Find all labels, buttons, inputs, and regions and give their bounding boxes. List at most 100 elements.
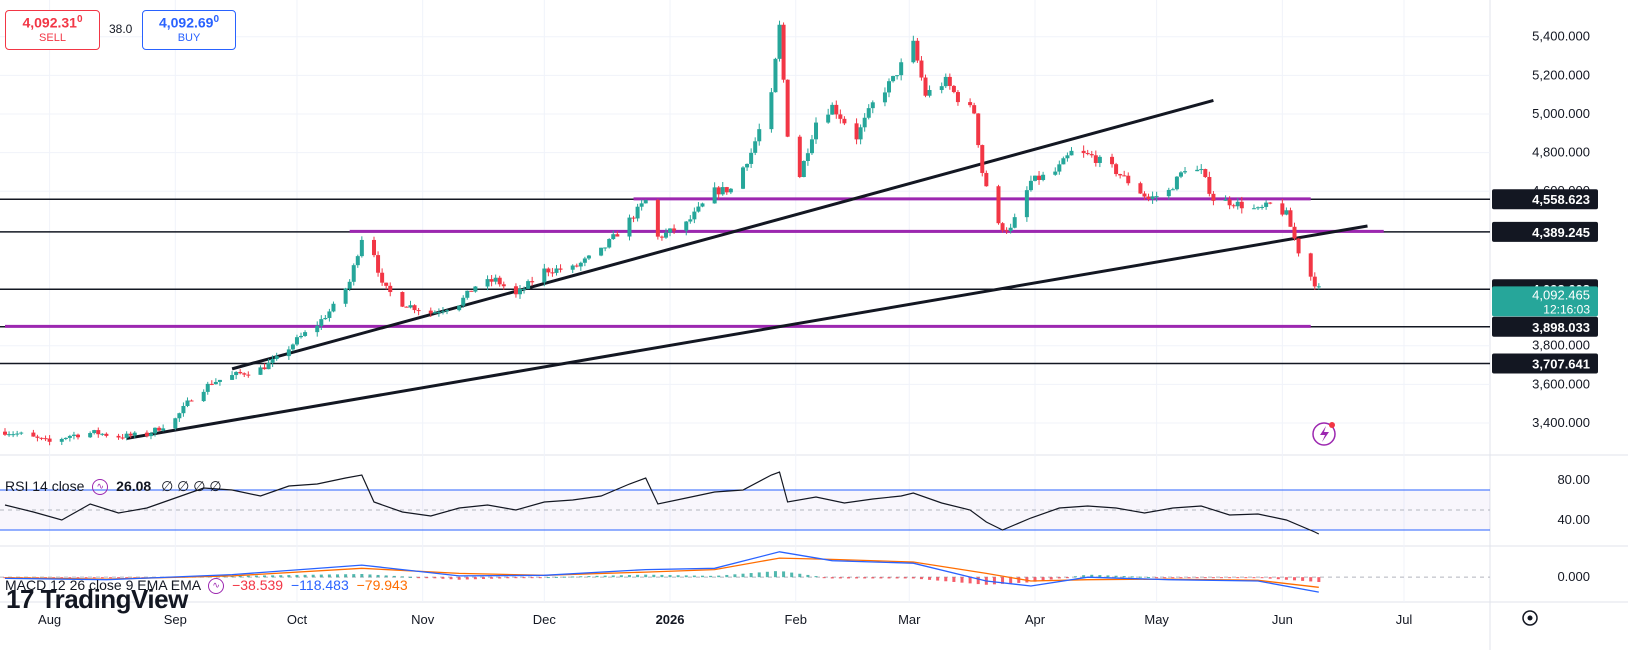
- candle-body: [911, 40, 916, 63]
- candle-body: [830, 104, 835, 115]
- candle-body: [943, 76, 948, 87]
- candle-body: [35, 436, 40, 438]
- candle-body: [923, 77, 928, 96]
- macd-histogram-bar: [871, 577, 875, 579]
- macd-histogram-bar: [1114, 575, 1118, 578]
- candle-body: [148, 433, 153, 437]
- candle-body: [323, 317, 328, 320]
- candle-body: [274, 356, 279, 360]
- x-tick-label: Feb: [785, 612, 807, 627]
- buy-label: BUY: [177, 31, 201, 44]
- macd-histogram-bar: [1017, 577, 1021, 583]
- macd-histogram-bar: [376, 574, 380, 578]
- candle-body: [246, 374, 251, 376]
- x-tick-label: 2026: [656, 612, 685, 627]
- candle-body: [388, 285, 393, 293]
- candle-body: [891, 76, 896, 82]
- candle-body: [315, 325, 320, 333]
- candle-body: [797, 136, 802, 178]
- macd-histogram-bar: [1009, 577, 1013, 584]
- candle-body: [238, 371, 243, 374]
- candle-body: [814, 122, 819, 140]
- candle-body: [643, 200, 648, 204]
- candle-body: [465, 290, 470, 298]
- candle-body: [526, 281, 531, 289]
- candle-body: [895, 75, 900, 77]
- macd-histogram-bar: [619, 575, 623, 578]
- candle-body: [1065, 155, 1070, 159]
- macd-histogram-bar: [117, 577, 121, 579]
- macd-histogram-bar: [425, 577, 429, 579]
- rsi-legend[interactable]: RSI 14 close ∿ 26.08 ∅ ∅ ∅ ∅: [5, 478, 222, 496]
- candle-body: [473, 286, 478, 292]
- macd-histogram-bar: [903, 577, 907, 579]
- candle-body: [67, 435, 72, 438]
- macd-histogram-bar: [1082, 575, 1086, 578]
- macd-histogram-bar: [846, 577, 850, 579]
- candle-body: [47, 438, 52, 442]
- macd-histogram-bar: [1211, 577, 1215, 579]
- candle-body: [919, 60, 924, 78]
- candle-body: [1110, 156, 1115, 165]
- macd-histogram-bar: [352, 574, 356, 578]
- macd-legend[interactable]: MACD 12 26 close 9 EMA EMA ∿ −38.539 −11…: [5, 577, 408, 595]
- candle-body: [996, 186, 1001, 224]
- sell-button[interactable]: 4,092.310 SELL: [5, 10, 100, 50]
- candle-body: [242, 373, 247, 375]
- x-tick-label: Apr: [1025, 612, 1046, 627]
- gear-icon-center: [1527, 615, 1533, 621]
- macd-histogram-bar: [1284, 577, 1288, 580]
- macd-histogram-bar: [887, 577, 891, 579]
- candle-body: [1170, 189, 1175, 191]
- candle-body: [404, 306, 409, 308]
- candle-body: [607, 239, 612, 248]
- candle-body: [92, 430, 97, 434]
- macd-histogram-bar: [457, 577, 461, 580]
- y-tick-label: 3,600.000: [1532, 376, 1590, 391]
- macd-histogram-bar: [303, 574, 307, 578]
- x-tick-label: Oct: [287, 612, 308, 627]
- candle-body: [1032, 175, 1037, 181]
- candle-body: [132, 432, 137, 436]
- candle-body: [1166, 189, 1171, 197]
- candle-body: [1126, 175, 1131, 184]
- macd-histogram-bar: [490, 577, 494, 579]
- macd-histogram-bar: [133, 577, 137, 579]
- price-level-tag: [1492, 221, 1598, 242]
- rsi-settings-icon[interactable]: ∿: [92, 479, 109, 496]
- candle-body: [522, 288, 527, 290]
- candle-body: [1146, 196, 1151, 199]
- candle-body: [1085, 153, 1090, 155]
- buy-button[interactable]: 4,092.690 BUY: [142, 10, 236, 50]
- candle-body: [1142, 193, 1147, 197]
- macd-histogram-bar: [773, 571, 777, 578]
- macd-settings-icon[interactable]: ∿: [208, 578, 225, 595]
- buy-price: 4,092.69: [158, 14, 214, 31]
- macd-line: [4, 551, 1319, 593]
- macd-histogram-bar: [855, 577, 859, 579]
- candle-body: [270, 359, 275, 363]
- macd-histogram-bar: [254, 575, 258, 578]
- current-price-tag: [1492, 286, 1598, 317]
- macd-histogram-bar: [952, 577, 956, 582]
- candle-body: [773, 58, 778, 93]
- tradingview-brand: TradingView: [40, 584, 189, 614]
- price-level-label: 4,389.245: [1532, 225, 1590, 240]
- candle-body: [668, 228, 673, 233]
- macd-histogram-bar: [530, 577, 534, 579]
- candle-body: [542, 268, 547, 283]
- candle-body: [513, 286, 518, 295]
- macd-histogram-bar: [879, 577, 883, 579]
- macd-title: MACD 12 26 close 9 EMA EMA: [5, 577, 201, 593]
- candle-body: [201, 391, 206, 402]
- candle-body: [554, 268, 559, 273]
- macd-histogram-bar: [538, 577, 542, 579]
- candle-body: [63, 437, 68, 440]
- rsi-tick-label: 40.00: [1557, 512, 1590, 527]
- candle-body: [887, 81, 892, 93]
- candle-body: [1028, 180, 1033, 191]
- candle-body: [15, 433, 20, 435]
- candle-body: [234, 371, 239, 376]
